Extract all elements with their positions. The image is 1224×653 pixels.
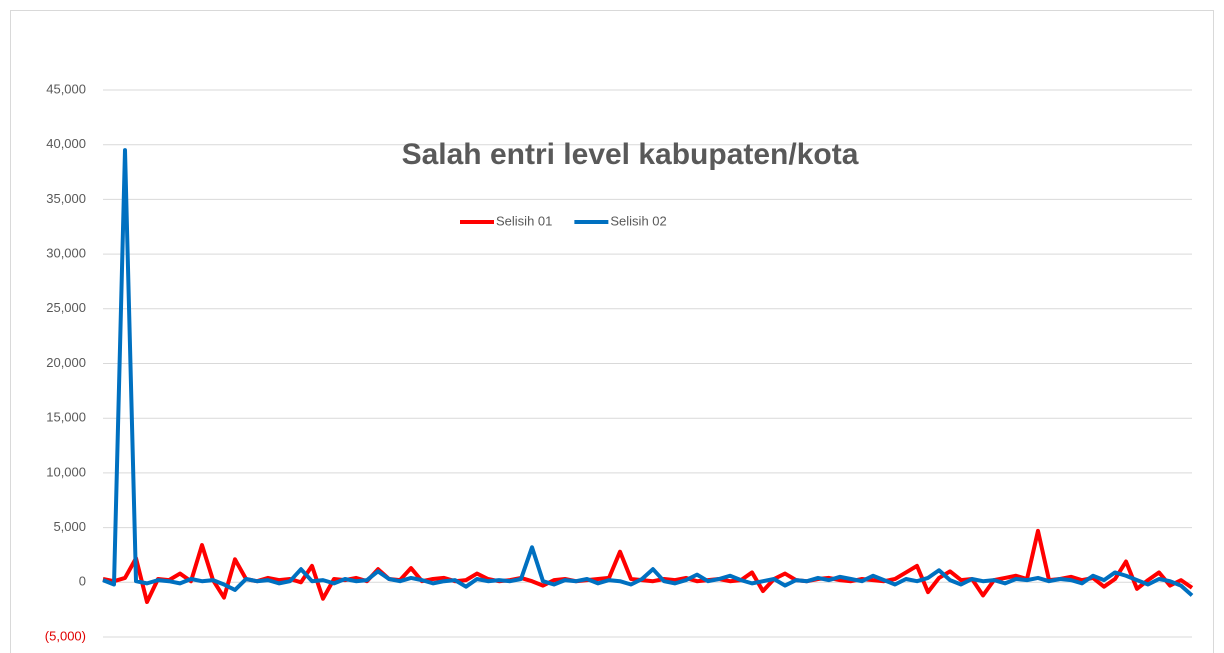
y-tick-label: 5,000: [53, 519, 86, 534]
series-line: [102, 148, 1194, 597]
legend-label: Selisih 01: [496, 213, 552, 228]
y-tick-label: 20,000: [46, 355, 86, 370]
chart-border: [10, 10, 1214, 653]
series-line: [102, 528, 1194, 604]
grid: (5,000) 0 5,000 10,000 15,000 20,000 25,000 30,…: [45, 81, 1192, 643]
legend-label: Selisih 02: [610, 213, 666, 228]
y-tick-label: 30,000: [46, 246, 86, 261]
y-tick-label: 10,000: [46, 464, 86, 479]
y-tick-label: 35,000: [46, 191, 86, 206]
lines: [102, 148, 1194, 604]
y-tick-label: 25,000: [46, 300, 86, 315]
y-tick-label: 45,000: [46, 81, 86, 96]
y-tick-label: (5,000): [45, 628, 86, 643]
y-tick-label: 15,000: [46, 410, 86, 425]
y-tick-label: 40,000: [46, 136, 86, 151]
legend: Selisih 01 Selisih 02: [460, 213, 667, 228]
chart-title: Salah entri level kabupaten/kota: [402, 138, 859, 171]
y-tick-label: 0: [79, 574, 86, 589]
